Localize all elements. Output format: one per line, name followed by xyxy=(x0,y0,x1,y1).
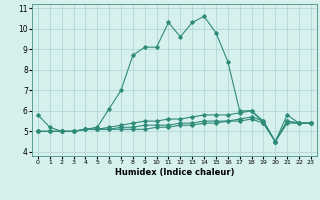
X-axis label: Humidex (Indice chaleur): Humidex (Indice chaleur) xyxy=(115,168,234,177)
